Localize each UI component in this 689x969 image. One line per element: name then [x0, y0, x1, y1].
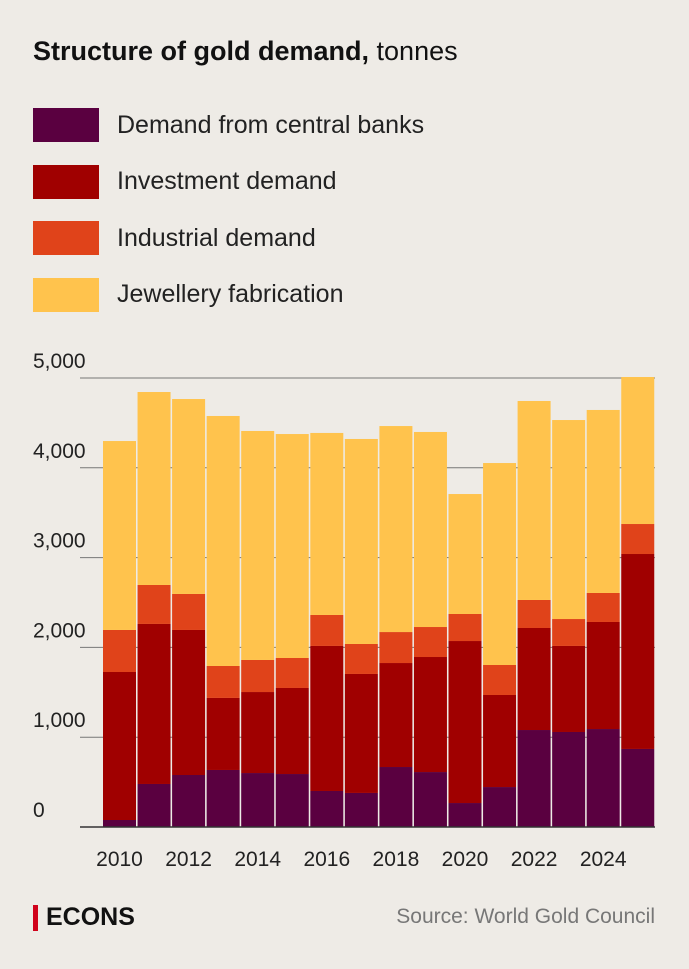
- bar-segment: [448, 641, 482, 804]
- bar-segment: [310, 614, 344, 646]
- bar-segment: [103, 629, 136, 673]
- bar-segment: [275, 657, 309, 688]
- bar-segment: [310, 432, 344, 615]
- bar-segment: [344, 673, 378, 793]
- bar-segment: [206, 697, 240, 770]
- title-bold: Structure of gold demand,: [33, 36, 370, 66]
- bar-segment: [241, 773, 275, 827]
- bar-segment: [344, 792, 378, 827]
- legend-label: Investment demand: [117, 167, 337, 195]
- bar-segment: [172, 593, 206, 630]
- y-tick-label: 2,000: [33, 619, 86, 642]
- chart-title: Structure of gold demand, tonnes: [33, 36, 458, 67]
- source-note: Source: World Gold Council: [396, 905, 655, 928]
- bar-segment: [241, 692, 275, 774]
- bar-segment: [552, 420, 586, 620]
- brand-bar: [33, 904, 38, 931]
- bar-segment: [379, 663, 413, 768]
- legend-label: Jewellery fabrication: [117, 280, 344, 308]
- bar-segment: [517, 730, 551, 827]
- brand-name: ECONS: [46, 903, 135, 931]
- bar-segment: [413, 772, 447, 827]
- bar-segment: [483, 463, 517, 666]
- y-tick-label: 5,000: [33, 350, 86, 373]
- bar-segment: [517, 400, 551, 600]
- bar-segment: [586, 409, 620, 593]
- bar-segment: [103, 819, 136, 827]
- legend-swatch: [33, 221, 99, 255]
- bar-segment: [206, 415, 240, 666]
- bar-segment: [275, 434, 309, 658]
- bar-segment: [552, 645, 586, 732]
- bar-segment: [310, 645, 344, 791]
- bar-segment: [586, 592, 620, 622]
- bar-segment: [448, 613, 482, 642]
- legend-item: Demand from central banks: [33, 108, 424, 142]
- bar-segment: [621, 524, 655, 555]
- bar-segment: [137, 623, 171, 784]
- y-tick-label: 1,000: [33, 709, 86, 732]
- legend: Demand from central banks Investment dema…: [33, 108, 424, 334]
- bar-segment: [413, 627, 447, 658]
- bar-segment: [379, 632, 413, 664]
- bar-segment: [241, 659, 275, 693]
- bar-segment: [483, 787, 517, 827]
- bar-segment: [552, 731, 586, 827]
- bar-segment: [552, 619, 586, 646]
- x-tick-label: 2022: [511, 848, 558, 871]
- bar-segment: [413, 431, 447, 628]
- legend-item: Industrial demand: [33, 221, 424, 255]
- bar-segment: [379, 767, 413, 827]
- bar-segment: [172, 399, 206, 594]
- bar-segment: [310, 790, 344, 827]
- y-tick-label: 3,000: [33, 530, 86, 553]
- bar-segment: [621, 377, 655, 525]
- legend-label: Demand from central banks: [117, 110, 425, 139]
- x-tick-label: 2016: [303, 848, 350, 871]
- bar-segment: [483, 694, 517, 788]
- bar-segment: [586, 729, 620, 827]
- bar-segment: [448, 803, 482, 827]
- legend-label: Industrial demand: [117, 223, 316, 252]
- title-unit: tonnes: [376, 36, 458, 66]
- bar-segment: [103, 672, 136, 820]
- legend-item: Jewellery fabrication: [33, 277, 424, 312]
- legend-swatch: [33, 277, 99, 312]
- bar-segment: [172, 775, 206, 827]
- x-tick-label: 2014: [234, 848, 281, 871]
- bar-segment: [344, 438, 378, 644]
- bar-segment: [413, 657, 447, 773]
- y-tick-label: 4,000: [33, 440, 86, 463]
- x-tick-label: 2010: [96, 848, 143, 871]
- x-tick-label: 2024: [580, 848, 627, 871]
- bar-segment: [137, 392, 171, 585]
- bar-segment: [344, 643, 378, 674]
- bar-segment: [586, 621, 620, 730]
- bar-segment: [206, 665, 240, 698]
- bar-segment: [241, 430, 275, 660]
- bar-segment: [483, 665, 517, 695]
- bar-segment: [517, 628, 551, 731]
- bar-segment: [621, 554, 655, 749]
- bar-segment: [379, 426, 413, 633]
- brand-logo: ECONS: [33, 903, 135, 932]
- y-tick-label: 0: [33, 799, 45, 822]
- bar-segment: [206, 769, 240, 827]
- legend-swatch: [33, 108, 99, 142]
- legend-item: Investment demand: [33, 164, 424, 199]
- bar-segment: [275, 687, 309, 775]
- x-tick-label: 2012: [165, 848, 212, 871]
- bar-segment: [137, 783, 171, 827]
- bar-segment: [448, 494, 482, 614]
- bar-segment: [517, 599, 551, 629]
- bar-segment: [621, 748, 655, 827]
- x-tick-label: 2018: [373, 848, 420, 871]
- bar-segment: [103, 441, 136, 630]
- bar-segment: [275, 774, 309, 827]
- legend-swatch: [33, 164, 99, 199]
- x-tick-label: 2020: [442, 848, 489, 871]
- bar-segment: [172, 629, 206, 776]
- bar-segment: [137, 584, 171, 624]
